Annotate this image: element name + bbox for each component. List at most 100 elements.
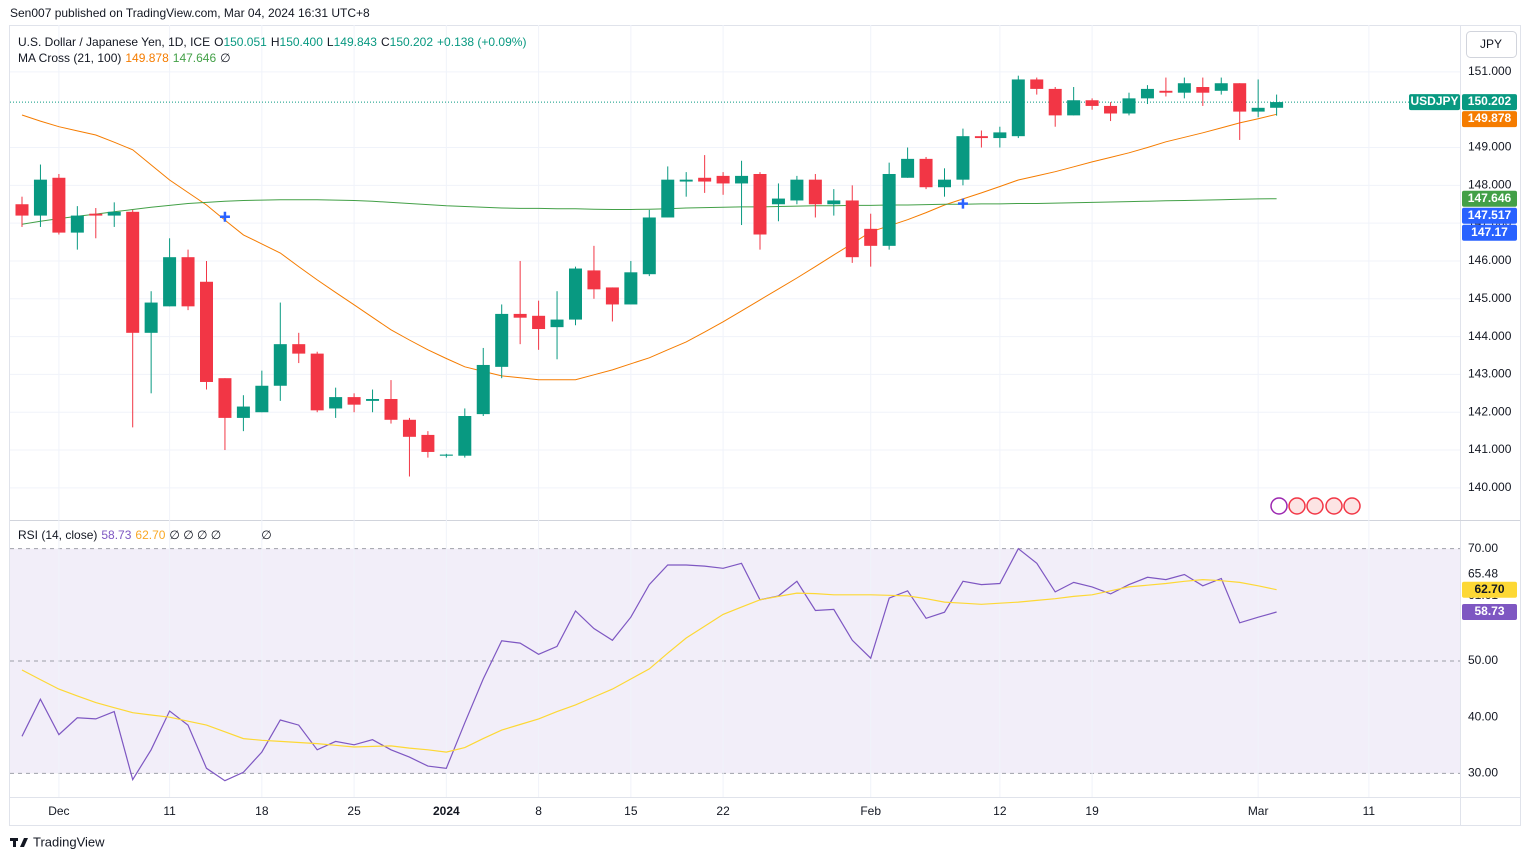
candle-body	[550, 319, 564, 328]
candle-body	[144, 302, 158, 333]
candle-body	[790, 179, 804, 201]
candle-body	[532, 315, 546, 330]
candle-body	[1048, 88, 1062, 116]
ohlc-letter: L	[326, 35, 334, 49]
candle-body	[1067, 100, 1081, 116]
candle-body	[735, 175, 749, 184]
candle-body	[310, 353, 324, 411]
candle-body	[753, 173, 767, 235]
price-tag-label: 147.646	[1468, 191, 1512, 205]
y-tick-label: 148.000	[1468, 178, 1512, 192]
candle-body	[938, 179, 952, 188]
x-tick-label: Dec	[48, 804, 69, 818]
ma-line	[21, 198, 1277, 225]
price-tag-label: 62.70	[1474, 582, 1504, 596]
y-tick-label: 141.000	[1468, 442, 1512, 456]
y-tick-label: 142.000	[1468, 404, 1512, 418]
candle-body	[661, 179, 675, 218]
candle-body	[993, 132, 1007, 139]
candle-body	[1196, 87, 1210, 93]
candle-body	[1085, 100, 1099, 106]
candle-body	[199, 281, 213, 382]
candle-body	[1030, 79, 1044, 89]
x-tick-label: 15	[624, 804, 638, 818]
ma-legend: MA Cross (21, 100) 149.878 147.646 ∅	[18, 51, 235, 65]
candle-body	[1104, 105, 1118, 114]
candle-body	[70, 215, 84, 233]
y-tick-label: 145.000	[1468, 291, 1512, 305]
candle-body	[716, 175, 730, 184]
price-tag	[1462, 190, 1517, 207]
candle-body	[15, 204, 29, 216]
ohlc-value: 150.202	[389, 35, 434, 49]
candle-body	[439, 454, 453, 456]
y-tick-label: 65.48	[1468, 566, 1498, 580]
indicator-extra: ∅	[220, 51, 231, 65]
candle-body	[329, 397, 343, 409]
x-tick-label: 11	[163, 804, 176, 818]
price-tag	[1462, 207, 1517, 224]
x-tick-label: 22	[716, 804, 730, 818]
candle-body	[126, 211, 140, 333]
candle-body	[218, 378, 232, 418]
candle-body	[366, 398, 380, 401]
price-tag	[1462, 581, 1517, 598]
candle-body	[52, 177, 66, 233]
symbol-legend: U.S. Dollar / Japanese Yen, 1D, ICE O150.…	[18, 35, 530, 49]
ohlc-item: L149.843	[327, 35, 377, 49]
y-tick-label: 149.000	[1468, 140, 1512, 154]
ohlc-item: H150.400	[271, 35, 323, 49]
rsi-line	[21, 547, 1277, 782]
candle-body	[236, 406, 250, 418]
footer-logo: TradingView	[33, 834, 105, 849]
currency-button[interactable]	[1466, 31, 1517, 58]
y-tick-label: 70.00	[1468, 541, 1498, 555]
candle-body	[827, 200, 841, 205]
rsi-value: 62.70	[135, 528, 166, 542]
candle-body	[255, 385, 269, 413]
change-value: +0.138 (+0.09%)	[437, 35, 527, 49]
price-tag	[1462, 224, 1517, 241]
cross-marker	[219, 211, 230, 222]
x-tick-label: 2024	[433, 804, 460, 818]
price-tag	[1462, 94, 1517, 111]
price-tag-label: 147.17	[1471, 225, 1508, 239]
y-tick-label: 50.00	[1468, 653, 1498, 667]
candle-body	[33, 179, 47, 216]
ohlc-letter: C	[380, 35, 390, 49]
x-tick-label: 19	[1085, 804, 1099, 818]
price-tag-label: 150.202	[1468, 94, 1512, 108]
ohlc-letter: O	[214, 35, 224, 49]
symbol-tag	[1409, 94, 1460, 111]
cross-marker	[957, 198, 968, 209]
rsi-extra: ∅ ∅ ∅ ∅	[169, 528, 222, 542]
price-tag	[1462, 604, 1517, 620]
candle-body	[1251, 107, 1265, 112]
y-tick-label: 30.00	[1468, 766, 1498, 780]
y-tick-label: 144.000	[1468, 329, 1512, 343]
ohlc-letter: H	[270, 35, 280, 49]
indicator-value: 147.646	[172, 51, 217, 65]
symbol-tag-label: USDJPY	[1410, 94, 1458, 108]
candle-body	[808, 179, 822, 205]
candle-body	[273, 344, 287, 386]
y-tick-label: 151.000	[1468, 64, 1512, 78]
candle-body	[679, 179, 693, 182]
rsi-value: 58.73	[101, 528, 132, 542]
candle-body	[181, 257, 195, 307]
x-tick-label: 11	[1363, 804, 1376, 818]
chart-frame	[9, 25, 1521, 826]
rsi-line	[21, 578, 1277, 753]
x-tick-label: 18	[255, 804, 269, 818]
candle-body	[956, 136, 970, 180]
price-tag	[1462, 111, 1517, 128]
indicator-value: 149.878	[125, 51, 169, 65]
candle-body	[1159, 90, 1173, 93]
candle-body	[347, 397, 361, 405]
ohlc-value: 150.051	[223, 35, 267, 49]
candle-body	[1233, 83, 1247, 112]
price-tag-label: 58.73	[1474, 604, 1504, 618]
candle-body	[384, 398, 398, 420]
candle-body	[292, 344, 306, 354]
